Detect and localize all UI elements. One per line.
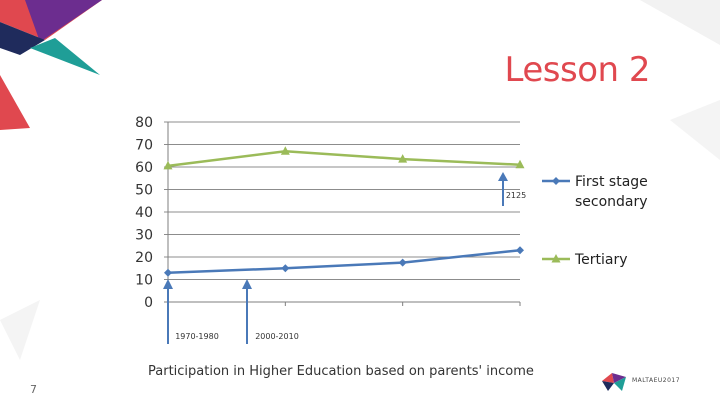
y-tick-label: 0 <box>144 295 153 311</box>
decor-grey-shard-3 <box>0 300 40 360</box>
logo-text: MALTAEU2017 <box>632 377 681 384</box>
decor-grey-shard-2 <box>670 100 720 160</box>
series-line-1 <box>167 149 521 168</box>
data-point <box>163 160 173 170</box>
slide-number: 7 <box>30 383 37 396</box>
y-tick-label: 60 <box>135 160 153 176</box>
legend-label-0: First stage secondary <box>575 174 648 210</box>
annotation-label: 1970-1980 <box>175 332 219 341</box>
y-tick-label: 30 <box>135 228 153 244</box>
decor-grey-shard <box>640 0 720 45</box>
annotation-label: 2125 <box>506 191 526 200</box>
y-tick-label: 40 <box>135 205 153 221</box>
chart-caption: Participation in Higher Education based … <box>148 364 534 379</box>
y-tick-label: 20 <box>135 250 153 266</box>
legend-marker <box>551 254 561 263</box>
annotation-arrow-head <box>498 172 508 181</box>
data-point <box>516 246 524 255</box>
annotation-arrow-head <box>242 279 252 289</box>
data-point <box>398 154 408 163</box>
data-point <box>515 159 525 169</box>
annotation-arrow-head <box>163 279 173 289</box>
decor-red-left-shard <box>0 75 30 130</box>
decor-purple-shard <box>25 0 102 42</box>
data-point <box>164 268 172 277</box>
y-tick-label: 80 <box>135 115 153 131</box>
legend-marker <box>552 177 560 185</box>
decor-teal-shard <box>30 38 100 75</box>
legend-label-1: Tertiary <box>574 252 628 268</box>
y-tick-label: 50 <box>135 183 153 199</box>
maltaeu-logo-icon <box>602 373 626 391</box>
series-line-0 <box>167 249 521 274</box>
data-point <box>280 146 290 155</box>
slide-title: Lesson 2 <box>504 50 651 90</box>
y-tick-label: 70 <box>135 138 153 154</box>
y-tick-label: 10 <box>135 273 153 289</box>
annotation-label: 2000-2010 <box>255 332 299 341</box>
data-point <box>281 264 290 273</box>
data-point <box>398 258 407 267</box>
